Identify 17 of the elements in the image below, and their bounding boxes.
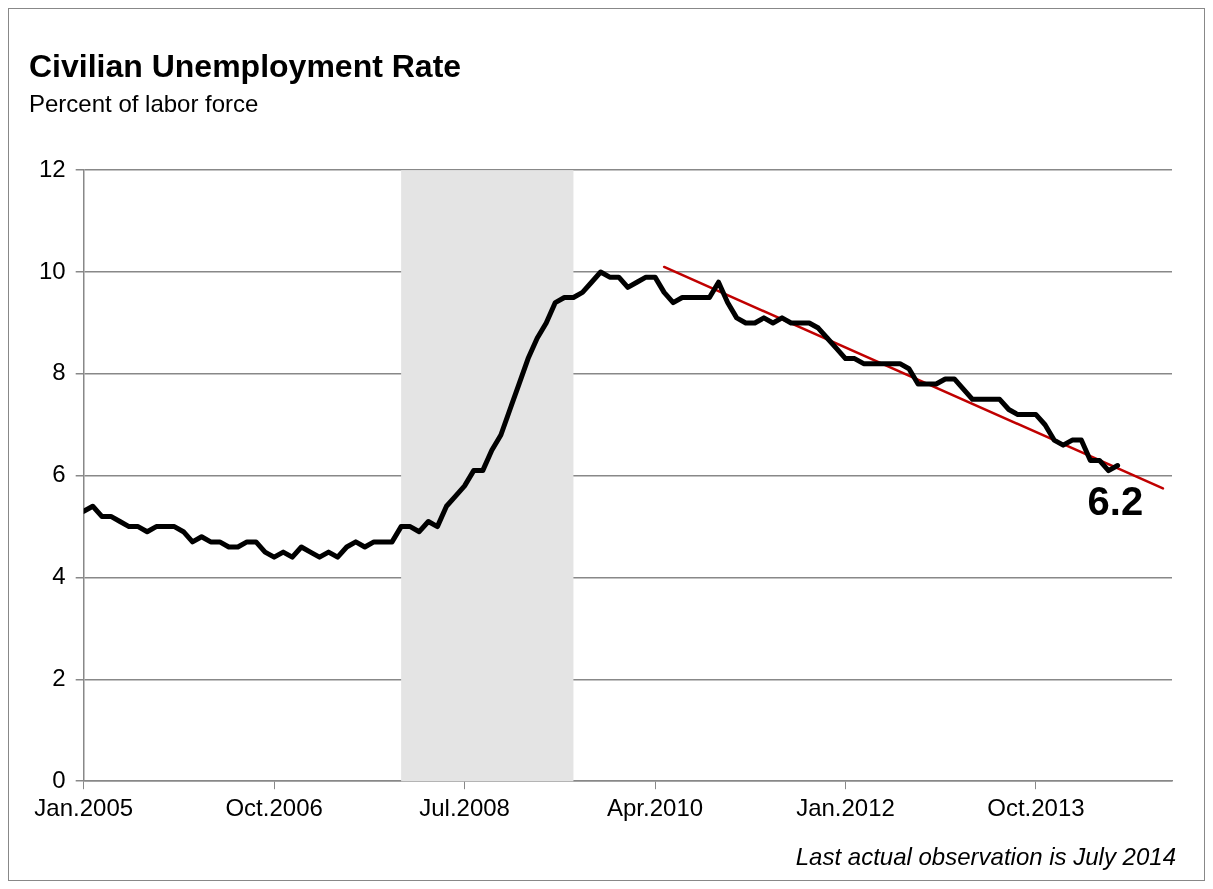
y-tick-label: 2 xyxy=(52,663,66,691)
x-tick-label: Apr.2010 xyxy=(607,794,704,822)
y-tick-label: 10 xyxy=(38,256,66,284)
x-tick-label: Jan.2005 xyxy=(34,794,134,822)
x-tick-label: Jan.2012 xyxy=(796,794,895,822)
x-tick-label: Oct.2013 xyxy=(987,794,1085,822)
chart-subtitle: Percent of labor force xyxy=(29,90,259,118)
y-tick-label: 6 xyxy=(52,460,66,488)
y-tick-label: 8 xyxy=(52,358,66,386)
chart-title: Civilian Unemployment Rate xyxy=(29,48,462,85)
annotation: 6.2 xyxy=(1087,478,1144,523)
y-tick-label: 12 xyxy=(38,154,66,182)
text: Last actual observation is July 2014 xyxy=(795,842,1176,870)
x-tick-label: Jul.2008 xyxy=(419,794,510,822)
x-tick-label: Oct.2006 xyxy=(225,794,323,822)
y-tick-label: 0 xyxy=(52,765,66,793)
y-tick-label: 4 xyxy=(52,562,66,590)
